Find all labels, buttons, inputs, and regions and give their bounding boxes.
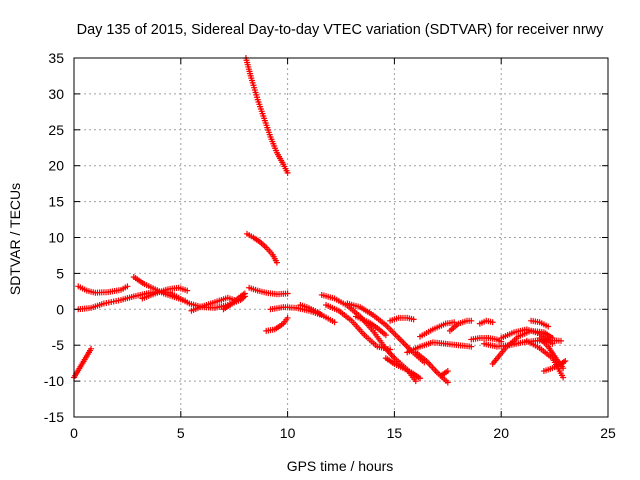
- series-arc-x: [438, 368, 451, 379]
- data-point: [184, 287, 191, 294]
- data-point: [560, 365, 567, 372]
- data-point: [182, 297, 189, 304]
- data-point: [284, 314, 291, 321]
- data-point: [549, 335, 556, 342]
- y-tick-label: -5: [52, 337, 65, 353]
- data-point: [417, 375, 424, 382]
- data-point: [331, 319, 338, 326]
- y-tick-label: 30: [48, 86, 64, 102]
- series-arc-h: [242, 55, 291, 176]
- series-arc-ag: [528, 317, 552, 330]
- series-arc-c: [75, 283, 131, 296]
- x-tick-label: 25: [600, 425, 616, 441]
- y-tick-label: 25: [48, 122, 64, 138]
- series-arc-s: [387, 314, 417, 324]
- data-point: [444, 368, 451, 375]
- x-tick-label: 10: [280, 425, 296, 441]
- series-arc-g: [220, 290, 248, 313]
- series-arc-i: [244, 230, 280, 266]
- series-arc-j: [246, 284, 291, 298]
- series-arc-v: [417, 319, 458, 340]
- series-arc-u: [412, 349, 451, 386]
- data-point: [412, 378, 419, 385]
- series-arc-af: [540, 357, 569, 375]
- data-point: [387, 346, 394, 353]
- series-arc-o: [323, 301, 394, 353]
- data-point: [558, 337, 565, 344]
- series-arc-ac: [498, 326, 556, 347]
- data-point: [284, 169, 291, 176]
- x-tick-label: 20: [493, 425, 509, 441]
- x-tick-label: 5: [177, 425, 185, 441]
- y-axis-label: SDTVAR / TECUs: [7, 183, 23, 295]
- series-arc-ae: [536, 335, 567, 372]
- data-points: [71, 55, 569, 386]
- grid-lines: [74, 58, 608, 417]
- data-point: [549, 340, 556, 347]
- data-point: [560, 374, 567, 381]
- series-arc-t: [404, 339, 475, 356]
- y-tick-label: 20: [48, 158, 64, 174]
- data-point: [444, 379, 451, 386]
- series-arc-aa: [468, 335, 505, 345]
- series-arc-m: [297, 301, 325, 319]
- data-point: [382, 332, 389, 339]
- series-arc-a: [71, 345, 95, 381]
- data-point: [88, 345, 95, 352]
- y-tick-label: 0: [56, 301, 64, 317]
- series-arc-k: [263, 314, 291, 334]
- x-tick-label: 15: [387, 425, 403, 441]
- y-tick-label: 5: [56, 265, 64, 281]
- data-point: [241, 290, 248, 297]
- data-point: [468, 317, 475, 324]
- series-arc-w: [446, 317, 475, 334]
- data-point: [273, 259, 280, 266]
- y-tick-label: 35: [48, 50, 64, 66]
- series-arc-e: [139, 284, 191, 302]
- axis-ticks: 0 5 10 15 20 25 -15 -10 -5 0 5 10 15 20 25 30 35: [44, 50, 616, 441]
- data-point: [410, 316, 417, 323]
- y-tick-label: -15: [44, 409, 64, 425]
- x-tick-label: 0: [70, 425, 78, 441]
- series-arc-q: [352, 313, 389, 339]
- data-point: [468, 343, 475, 350]
- data-point: [562, 357, 569, 364]
- series-arc-r: [382, 355, 424, 382]
- chart-title: Day 135 of 2015, Sidereal Day-to-day VTE…: [77, 22, 605, 38]
- data-point: [124, 283, 131, 290]
- y-tick-label: 15: [48, 194, 64, 210]
- data-point: [318, 312, 325, 319]
- data-point: [545, 323, 552, 330]
- data-point: [284, 290, 291, 297]
- x-axis-label: GPS time / hours: [287, 458, 394, 474]
- data-point: [489, 319, 496, 326]
- y-tick-label: 10: [48, 230, 64, 246]
- series-arc-y: [476, 317, 496, 327]
- y-tick-label: -10: [44, 373, 64, 389]
